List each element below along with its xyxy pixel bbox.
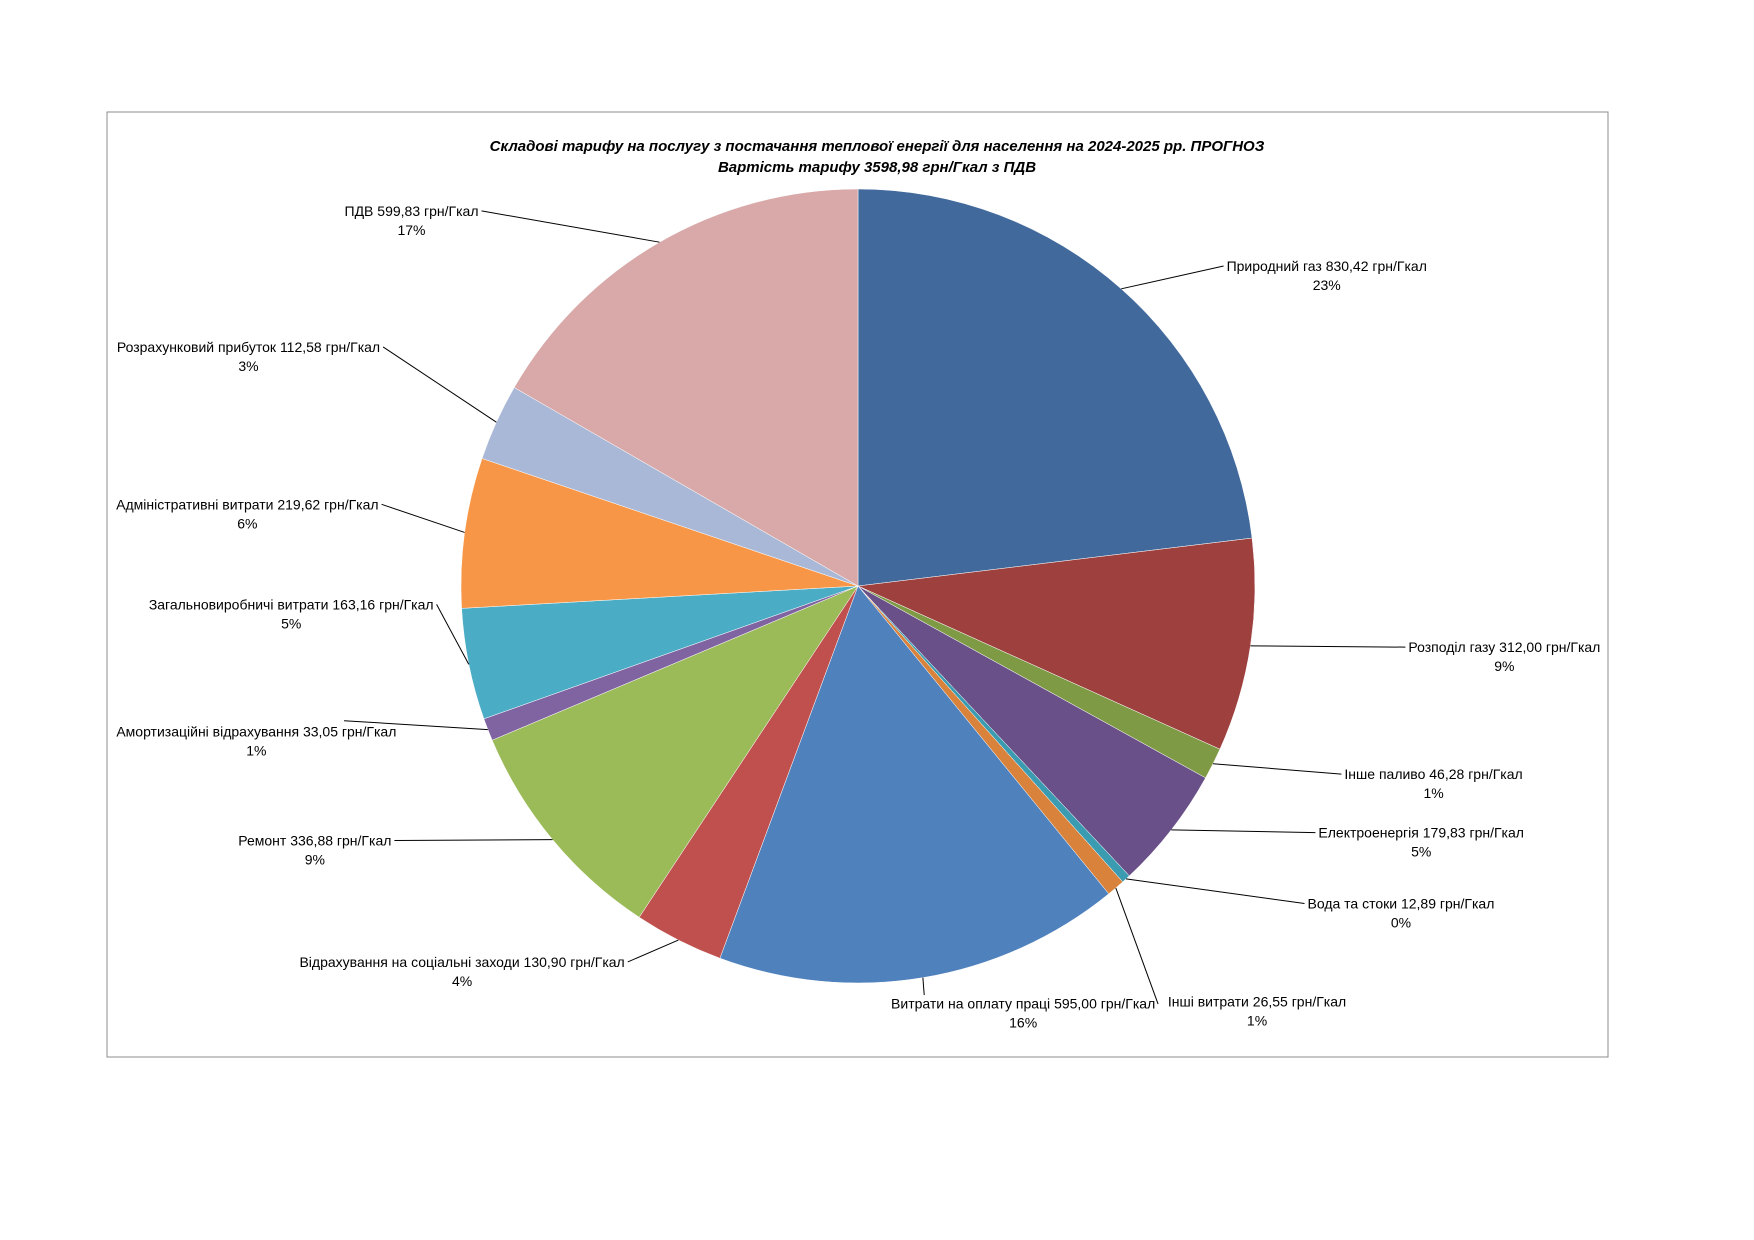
data-label: Розрахунковий прибуток 112,58 грн/Гкал	[117, 339, 380, 355]
label-value: 26,55 грн/Гкал	[1253, 993, 1346, 1009]
leader-line	[1125, 878, 1305, 904]
percent-label: 17%	[397, 222, 425, 238]
percent-label: 16%	[1009, 1015, 1037, 1031]
label-value: 33,05 грн/Гкал	[303, 723, 396, 739]
leader-line	[382, 346, 497, 423]
leader-line	[481, 210, 660, 243]
label-value: 336,88 грн/Гкал	[290, 833, 391, 849]
label-category: Відрахування на соціальні заходи	[299, 954, 519, 970]
data-label: Інші витрати 26,55 грн/Гкал	[1168, 993, 1346, 1009]
label-value: 179,83 грн/Гкал	[1423, 825, 1524, 841]
data-label: Вода та стоки 12,89 грн/Гкал	[1308, 895, 1495, 911]
data-label: Амортизаційні відрахування 33,05 грн/Гка…	[116, 723, 396, 739]
leader-line	[627, 939, 679, 963]
leader-line	[394, 839, 553, 842]
data-label: Розподіл газу 312,00 грн/Гкал	[1408, 639, 1600, 655]
data-label: ПДВ 599,83 грн/Гкал	[345, 203, 479, 219]
leader-line	[1250, 645, 1406, 648]
label-category: Ремонт	[238, 833, 287, 849]
pie-slice	[491, 585, 859, 918]
data-label: Витрати на оплату праці 595,00 грн/Гкал	[891, 996, 1155, 1012]
label-value: 219,62 грн/Гкал	[277, 496, 378, 512]
label-category: Розрахунковий прибуток	[117, 339, 277, 355]
percent-label: 3%	[238, 358, 258, 374]
pie-slice	[857, 188, 1253, 587]
label-value: 130,90 грн/Гкал	[524, 954, 625, 970]
percent-label: 1%	[1423, 785, 1443, 801]
data-label: Відрахування на соціальні заходи 130,90 …	[299, 954, 624, 970]
percent-label: 5%	[281, 615, 301, 631]
leader-line	[436, 604, 470, 665]
pie-slice	[719, 585, 1110, 984]
percent-label: 1%	[1247, 1012, 1267, 1028]
leader-line	[1171, 829, 1316, 834]
leader-line	[344, 720, 488, 731]
label-value: 46,28 грн/Гкал	[1429, 766, 1522, 782]
label-category: Адміністративні витрати	[116, 496, 273, 512]
data-label: Загальновиробничі витрати 163,16 грн/Гка…	[149, 596, 434, 612]
percent-label: 9%	[305, 852, 325, 868]
data-label: Інше паливо 46,28 грн/Гкал	[1344, 766, 1522, 782]
leader-line	[1212, 763, 1342, 775]
leader-line	[922, 977, 925, 996]
label-category: Витрати на оплату праці	[891, 996, 1050, 1012]
label-value: 312,00 грн/Гкал	[1499, 639, 1600, 655]
data-label: Ремонт 336,88 грн/Гкал	[238, 833, 391, 849]
label-category: Вода та стоки	[1308, 895, 1398, 911]
chart-subtitle: Вартість тарифу 3598,98 грн/Гкал з ПДВ	[718, 159, 1036, 176]
label-category: Амортизаційні відрахування	[116, 723, 299, 739]
leader-line	[1115, 887, 1159, 1005]
label-value: 595,00 грн/Гкал	[1054, 996, 1155, 1012]
percent-label: 0%	[1391, 914, 1411, 930]
percent-label: 23%	[1313, 277, 1341, 293]
label-value: 12,89 грн/Гкал	[1401, 895, 1494, 911]
percent-label: 1%	[246, 742, 266, 758]
label-category: Інші витрати	[1168, 993, 1249, 1009]
label-category: ПДВ	[345, 203, 374, 219]
percent-label: 6%	[237, 515, 257, 531]
leader-line	[1121, 265, 1224, 290]
label-value: 112,58 грн/Гкал	[280, 339, 380, 355]
label-category: Розподіл газу	[1408, 639, 1495, 655]
label-value: 163,16 грн/Гкал	[332, 596, 433, 612]
label-value: 830,42 грн/Гкал	[1326, 258, 1427, 274]
data-label: Електроенергія 179,83 грн/Гкал	[1318, 825, 1524, 841]
label-category: Природний газ	[1227, 258, 1322, 274]
label-category: Електроенергія	[1318, 825, 1418, 841]
chart-title: Складові тарифу на послугу з постачання …	[490, 138, 1265, 155]
label-category: Інше паливо	[1344, 766, 1425, 782]
data-label: Адміністративні витрати 219,62 грн/Гкал	[116, 496, 378, 512]
label-value: 599,83 грн/Гкал	[377, 203, 478, 219]
leader-line	[381, 503, 465, 533]
percent-label: 5%	[1411, 844, 1431, 860]
label-category: Загальновиробничі витрати	[149, 596, 329, 612]
data-label: Природний газ 830,42 грн/Гкал	[1227, 258, 1427, 274]
percent-label: 9%	[1494, 658, 1514, 674]
percent-label: 4%	[452, 973, 472, 989]
